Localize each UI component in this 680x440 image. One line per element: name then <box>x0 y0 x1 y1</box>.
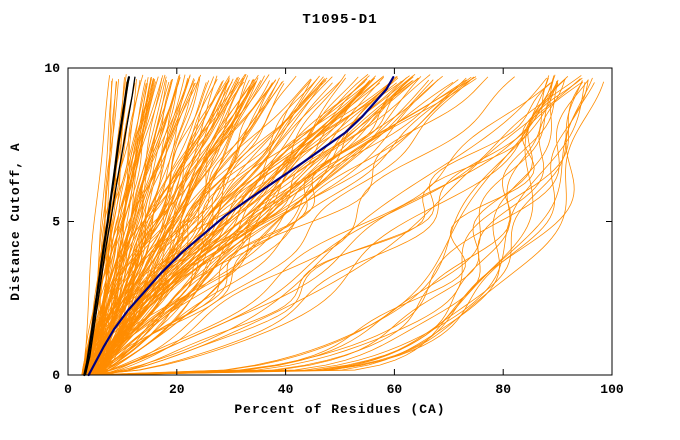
ensemble-curve <box>88 81 233 376</box>
y-tick-label: 5 <box>52 215 60 230</box>
ensemble-curve <box>87 76 569 376</box>
ensemble-curve <box>88 76 159 376</box>
ensemble-curve <box>99 83 179 376</box>
ensemble-curve <box>99 80 558 376</box>
ensemble-curve <box>102 74 181 376</box>
ensemble-curve <box>93 82 180 376</box>
ensemble-curve <box>91 79 559 376</box>
ensemble-curve <box>100 82 586 376</box>
ensemble-curve <box>92 82 551 376</box>
ensemble-curve <box>85 79 277 376</box>
reference-model-1-curve <box>83 76 131 377</box>
ensemble-curve <box>101 75 265 376</box>
ensemble-curve <box>82 77 554 376</box>
ensemble-curve <box>95 77 593 376</box>
ensemble-curve <box>94 82 397 376</box>
ensemble-curve <box>84 74 431 376</box>
ensemble-curve <box>85 79 589 376</box>
ensemble-curve <box>83 74 346 376</box>
ensemble-curve <box>81 79 566 376</box>
ensemble-curve <box>97 77 149 376</box>
ensemble-curve <box>84 75 110 376</box>
ensemble-curve <box>102 81 283 376</box>
ensemble-curve <box>83 81 366 376</box>
ensemble-curve <box>97 77 241 376</box>
ensemble-curve <box>96 79 146 376</box>
x-tick-label: 80 <box>495 382 511 397</box>
ensemble-curve <box>95 74 556 376</box>
y-tick-label: 10 <box>44 61 60 76</box>
ensemble-curve <box>87 77 181 376</box>
x-tick-label: 20 <box>169 382 185 397</box>
ensemble-curve <box>87 79 172 376</box>
ensemble-curve <box>102 79 137 376</box>
chart-title: T1095-D1 <box>302 12 378 28</box>
ensemble-curve <box>89 75 550 376</box>
ensemble-curve <box>98 76 333 376</box>
y-tick-label: 0 <box>52 368 60 383</box>
ensemble-curve <box>94 77 411 376</box>
ensemble-curve <box>90 80 270 376</box>
ensemble-curve <box>94 79 277 376</box>
x-tick-label: 100 <box>600 382 624 397</box>
x-tick-label: 40 <box>278 382 294 397</box>
ensemble-curve <box>88 82 196 376</box>
ensemble-curve <box>86 80 327 376</box>
ensemble-curve <box>101 76 515 376</box>
ensemble-curve <box>90 81 129 376</box>
ensemble-curve <box>99 76 472 376</box>
x-tick-label: 60 <box>387 382 403 397</box>
x-tick-label: 0 <box>64 382 72 397</box>
ensemble-curve <box>93 77 382 376</box>
ensemble-curve <box>93 78 581 376</box>
ensemble-curve <box>97 80 167 376</box>
ensemble-curve <box>90 75 582 376</box>
ensemble-curve <box>91 78 152 376</box>
ensemble-curve <box>86 75 443 376</box>
ensemble-curve <box>98 76 324 376</box>
ensemble-curve <box>87 75 414 376</box>
ensemble-curve <box>101 76 475 376</box>
ensemble-curve <box>100 81 584 376</box>
ensemble-curve <box>87 82 195 376</box>
ensemble-curve <box>83 74 144 376</box>
ensemble-curve <box>99 76 422 376</box>
reference-model-2-curve <box>84 76 136 376</box>
ensemble-curve <box>84 77 407 376</box>
ensemble-curve <box>96 79 312 376</box>
ensemble-curve <box>82 76 489 376</box>
ensemble-curve <box>90 76 359 376</box>
ensemble-curve <box>86 79 467 376</box>
ensemble-curve <box>96 80 413 376</box>
ensemble-curve <box>97 81 605 376</box>
x-axis-label: Percent of Residues (CA) <box>234 402 446 417</box>
highlighted-model-curve <box>87 76 395 377</box>
ensemble-curve <box>88 81 156 376</box>
